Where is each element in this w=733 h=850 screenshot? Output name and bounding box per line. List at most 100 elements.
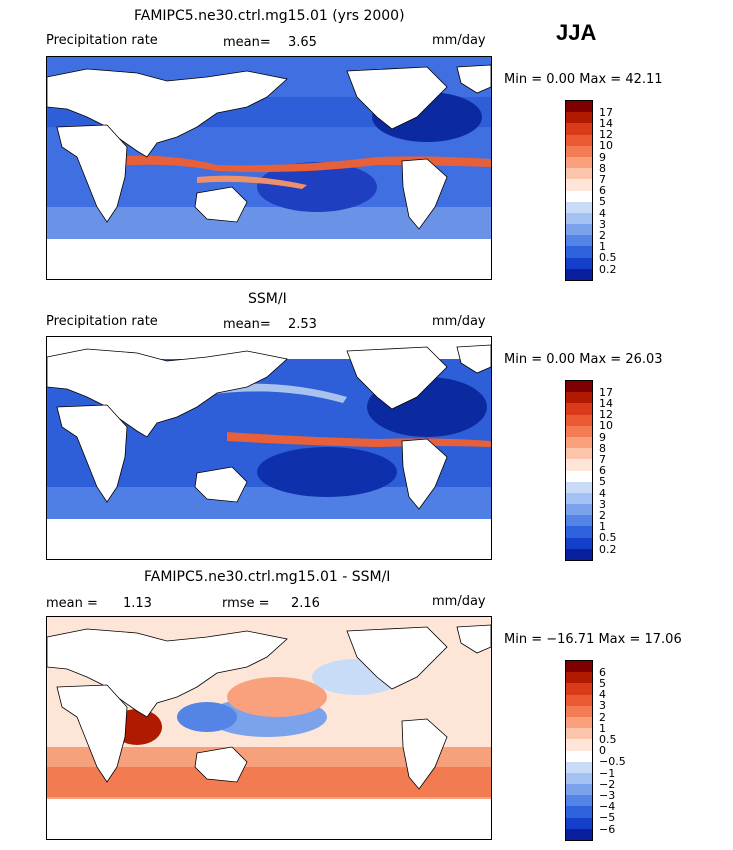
panel3-rmse-value: 2.16 xyxy=(291,596,320,611)
panel1-colorbar xyxy=(565,100,593,281)
colorbar-segment xyxy=(566,134,592,146)
colorbar-tick-label: 0.5 xyxy=(599,531,617,545)
colorbar-segment xyxy=(566,268,592,280)
colorbar-segment xyxy=(566,806,592,818)
colorbar-tick-label: 14 xyxy=(599,116,613,130)
panel1-mean-label: mean= xyxy=(223,35,271,50)
colorbar-segment xyxy=(566,661,592,673)
colorbar-tick-label: 2 xyxy=(599,508,606,522)
panel1-variable: Precipitation rate xyxy=(46,33,158,48)
panel3-minmax: Min = −16.71 Max = 17.06 xyxy=(504,632,682,647)
colorbar-segment xyxy=(566,246,592,258)
colorbar-segment xyxy=(566,190,592,202)
colorbar-segment xyxy=(566,492,592,505)
panel1-title: FAMIPC5.ne30.ctrl.mg15.01 (yrs 2000) xyxy=(134,8,405,24)
colorbar-segment xyxy=(566,381,592,393)
colorbar-segment xyxy=(566,828,592,840)
panel2-mean-value: 2.53 xyxy=(288,317,317,332)
colorbar-segment xyxy=(566,504,592,516)
colorbar-tick-label: 5 xyxy=(599,195,606,209)
panel2-variable: Precipitation rate xyxy=(46,314,158,329)
panel3-map-svg xyxy=(47,617,491,839)
colorbar-tick-label: 4 xyxy=(599,486,606,500)
colorbar-tick-label: 6 xyxy=(599,184,606,198)
colorbar-segment xyxy=(566,772,592,785)
colorbar-segment xyxy=(566,817,592,829)
colorbar-segment xyxy=(566,414,592,426)
colorbar-segment xyxy=(566,515,592,527)
panel1-mean-value: 3.65 xyxy=(288,35,317,50)
colorbar-segment xyxy=(566,470,592,482)
colorbar-segment xyxy=(566,694,592,706)
colorbar-tick-label: 2 xyxy=(599,710,606,724)
colorbar-segment xyxy=(566,448,592,460)
panel3-mean-label: mean = xyxy=(46,596,98,611)
colorbar-tick-label: 7 xyxy=(599,172,606,186)
colorbar-segment xyxy=(566,145,592,157)
colorbar-segment xyxy=(566,750,592,762)
panel2-units: mm/day xyxy=(432,314,486,329)
colorbar-tick-label: 6 xyxy=(599,464,606,478)
panel3-rmse-label: rmse = xyxy=(222,596,270,611)
colorbar-tick-label: 1 xyxy=(599,520,606,534)
colorbar-tick-label: 17 xyxy=(599,105,613,119)
colorbar-segment xyxy=(566,168,592,180)
colorbar-segment xyxy=(566,112,592,124)
colorbar-segment xyxy=(566,212,592,225)
colorbar-tick-label: 12 xyxy=(599,128,613,142)
colorbar-tick-label: 12 xyxy=(599,408,613,422)
colorbar-segment xyxy=(566,235,592,247)
colorbar-segment xyxy=(566,526,592,538)
colorbar-segment xyxy=(566,459,592,471)
colorbar-segment xyxy=(566,548,592,560)
colorbar-segment xyxy=(566,425,592,437)
panel3-mean-value: 1.13 xyxy=(123,596,152,611)
colorbar-tick-label: 10 xyxy=(599,419,613,433)
colorbar-tick-label: 0.2 xyxy=(599,262,617,276)
colorbar-tick-label: 3 xyxy=(599,497,606,511)
colorbar-segment xyxy=(566,705,592,717)
colorbar-tick-label: 6 xyxy=(599,665,606,679)
colorbar-tick-label: −5 xyxy=(599,811,616,825)
colorbar-tick-label: −0.5 xyxy=(599,755,626,769)
colorbar-tick-label: 8 xyxy=(599,441,606,455)
colorbar-tick-label: 0 xyxy=(599,744,606,758)
colorbar-segment xyxy=(566,156,592,169)
panel1-units: mm/day xyxy=(432,33,486,48)
colorbar-tick-label: 0.5 xyxy=(599,732,617,746)
colorbar-tick-label: 7 xyxy=(599,452,606,466)
colorbar-tick-label: 14 xyxy=(599,396,613,410)
colorbar-tick-label: 9 xyxy=(599,430,606,444)
panel1-map xyxy=(46,56,492,280)
panel3-colorbar xyxy=(565,660,593,841)
colorbar-segment xyxy=(566,739,592,751)
colorbar-tick-label: 2 xyxy=(599,228,606,242)
colorbar-segment xyxy=(566,795,592,807)
colorbar-segment xyxy=(566,392,592,404)
panel2-title: SSM/I xyxy=(248,291,287,307)
colorbar-tick-label: −1 xyxy=(599,766,616,780)
colorbar-segment xyxy=(566,761,592,773)
colorbar-segment xyxy=(566,672,592,684)
panel2-colorbar xyxy=(565,380,593,561)
panel3-title: FAMIPC5.ne30.ctrl.mg15.01 - SSM/I xyxy=(144,569,391,585)
colorbar-tick-label: −3 xyxy=(599,788,616,802)
colorbar-segment xyxy=(566,201,592,213)
panel2-map xyxy=(46,336,492,560)
colorbar-tick-label: −4 xyxy=(599,800,616,814)
colorbar-tick-label: 1 xyxy=(599,721,606,735)
colorbar-tick-label: −6 xyxy=(599,822,616,836)
colorbar-tick-label: 5 xyxy=(599,475,606,489)
colorbar-tick-label: 0.5 xyxy=(599,251,617,265)
colorbar-segment xyxy=(566,403,592,415)
colorbar-tick-label: 0.2 xyxy=(599,542,617,556)
colorbar-segment xyxy=(566,179,592,191)
colorbar-tick-label: 1 xyxy=(599,240,606,254)
colorbar-tick-label: 17 xyxy=(599,385,613,399)
panel3-map xyxy=(46,616,492,840)
colorbar-tick-label: 4 xyxy=(599,688,606,702)
colorbar-segment xyxy=(566,683,592,695)
colorbar-segment xyxy=(566,101,592,113)
colorbar-segment xyxy=(566,257,592,269)
panel2-minmax: Min = 0.00 Max = 26.03 xyxy=(504,352,663,367)
